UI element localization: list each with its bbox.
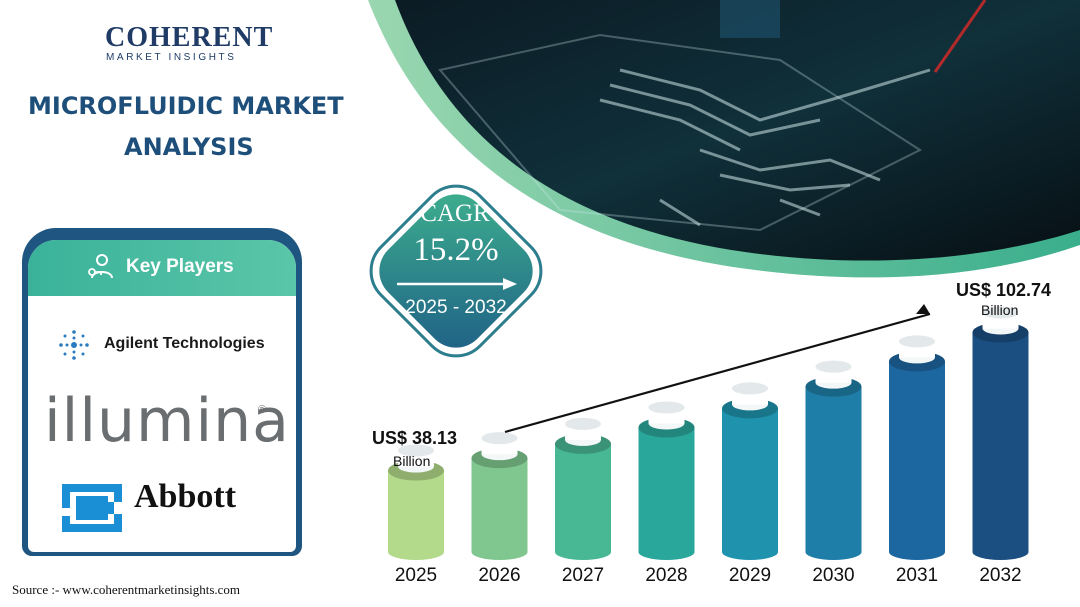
bar-2031: [889, 335, 945, 560]
key-players-header: [28, 240, 296, 296]
cagr-badge: [369, 184, 543, 358]
abbott-logo-icon: [62, 484, 122, 532]
source-citation: Source :- www.coherentmarketinsights.com: [12, 582, 241, 597]
year-label-2025: 2025: [394, 565, 438, 586]
end-value-label: US$ 102.74: [956, 280, 1052, 300]
abbott-logo: Abbott: [134, 478, 237, 515]
year-label-2027: 2027: [561, 565, 605, 586]
year-label-2028: 2028: [645, 565, 688, 586]
bar-2026: [471, 432, 528, 560]
bar-2029: [722, 382, 778, 560]
start-value-unit: Billion: [393, 453, 431, 469]
agilent-technologies-logo: Agilent Technologies: [104, 335, 265, 352]
bar-2028: [638, 401, 695, 560]
bar-2027: [555, 417, 611, 560]
page-title-line1: MICROFLUIDIC MARKET: [28, 92, 344, 120]
year-label-2031: 2031: [895, 565, 939, 586]
key-players-title: Key Players: [126, 256, 234, 277]
company-logo-tagline: MARKET INSIGHTS: [106, 52, 237, 63]
cagr-period: 2025 - 2032: [405, 297, 507, 318]
year-label-2029: 2029: [728, 565, 772, 586]
cagr-label: CAGR: [420, 200, 490, 227]
key-people-icon: [88, 254, 113, 279]
bar-2025: [388, 444, 444, 560]
year-label-2032: 2032: [979, 565, 1022, 586]
agilent-spark-icon: [59, 330, 89, 360]
cagr-arrow-icon: [397, 278, 517, 290]
company-logo: COHERENT: [105, 22, 274, 53]
growth-trend-arrowhead: [916, 304, 930, 314]
page-title-line2: ANALYSIS: [124, 133, 254, 161]
growth-trend-arrow: [504, 312, 931, 434]
year-label-2030: 2030: [812, 565, 855, 586]
cagr-value: 15.2%: [413, 232, 499, 268]
bar-2032: [972, 306, 1029, 560]
year-label-2026: 2026: [478, 565, 521, 586]
bar-2030: [805, 360, 862, 560]
start-value-label: US$ 38.13: [372, 428, 458, 448]
end-value-unit: Billion: [981, 302, 1019, 318]
illumina-logo: illumina: [44, 386, 290, 456]
registered-mark-icon: ®: [258, 404, 267, 416]
